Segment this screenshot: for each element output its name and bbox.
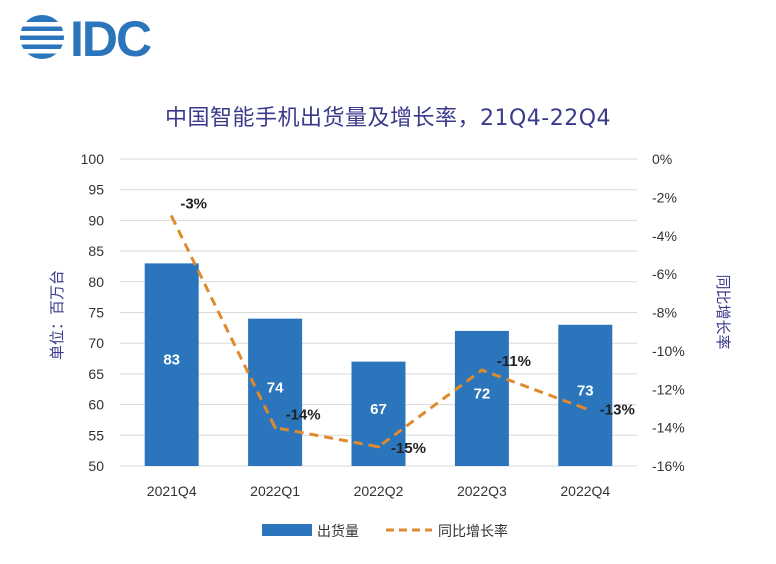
right-axis-title: 同比增长率 — [714, 274, 732, 349]
left-tick-label: 90 — [88, 212, 104, 228]
left-axis-ticks: 50 55 60 65 70 75 80 85 90 95 100 — [81, 151, 105, 474]
line-series: -3% -14% -15% -11% -13% — [170, 196, 635, 457]
legend-line-label: 同比增长率 — [438, 523, 508, 540]
bar — [351, 361, 406, 466]
right-tick-label: -8% — [652, 305, 677, 321]
bar-value-label: 72 — [474, 385, 491, 402]
line-point — [583, 406, 587, 410]
x-tick-label: 2022Q3 — [457, 483, 507, 499]
x-tick-label: 2022Q1 — [250, 483, 300, 499]
bar — [144, 263, 199, 466]
left-tick-label: 55 — [88, 427, 104, 443]
bar — [454, 330, 509, 466]
line-point — [377, 445, 380, 449]
right-tick-label: -16% — [652, 458, 685, 474]
growth-rate-label: -15% — [391, 440, 426, 457]
growth-rate-label: -14% — [286, 407, 321, 424]
left-tick-label: 80 — [88, 274, 104, 290]
left-tick-label: 85 — [88, 243, 104, 259]
left-tick-label: 70 — [88, 335, 104, 351]
right-tick-label: -6% — [652, 266, 677, 282]
left-tick-label: 50 — [88, 458, 104, 474]
x-axis-ticks: 2021Q4 2022Q1 2022Q2 2022Q3 2022Q4 — [147, 483, 611, 499]
legend: 出货量 同比增长率 — [262, 523, 508, 540]
line-point — [273, 426, 277, 430]
line-point — [480, 368, 484, 372]
left-tick-label: 100 — [81, 151, 105, 167]
bar-series: 83 74 67 72 73 — [144, 263, 613, 466]
left-tick-label: 65 — [88, 366, 104, 382]
right-tick-label: -2% — [652, 189, 677, 205]
chart-title: 中国智能手机出货量及增长率，21Q4-22Q4 — [164, 106, 612, 131]
bar-value-label: 73 — [577, 382, 594, 399]
x-tick-label: 2021Q4 — [147, 483, 197, 499]
growth-rate-label: -3% — [180, 196, 207, 213]
line-point — [170, 215, 174, 219]
right-tick-label: -12% — [652, 381, 685, 397]
left-tick-label: 75 — [88, 305, 104, 321]
x-tick-label: 2022Q2 — [354, 483, 404, 499]
growth-rate-label: -13% — [600, 401, 635, 418]
legend-bar-swatch — [262, 524, 312, 536]
right-tick-label: -10% — [652, 343, 685, 359]
right-tick-label: -4% — [652, 228, 677, 244]
right-axis-ticks: -16% -14% -12% -10% -8% -6% -4% -2% 0% — [652, 151, 685, 474]
growth-rate-label: -11% — [497, 353, 531, 370]
x-tick-label: 2022Q4 — [560, 483, 610, 499]
bar — [558, 324, 613, 466]
logo-text: IDC — [70, 11, 151, 67]
left-tick-label: 60 — [88, 397, 104, 413]
bar-value-label: 83 — [163, 352, 180, 369]
legend-bar-label: 出货量 — [317, 523, 359, 540]
left-tick-label: 95 — [88, 182, 104, 198]
right-tick-label: -14% — [652, 420, 685, 436]
bar-value-label: 67 — [370, 401, 387, 418]
right-tick-label: 0% — [652, 151, 672, 167]
idc-logo: IDC — [18, 11, 153, 67]
bar-value-label: 74 — [267, 379, 284, 396]
growth-rate-line — [170, 215, 586, 449]
globe-icon — [18, 15, 66, 59]
left-axis-title: 单位：百万台 — [48, 270, 66, 360]
